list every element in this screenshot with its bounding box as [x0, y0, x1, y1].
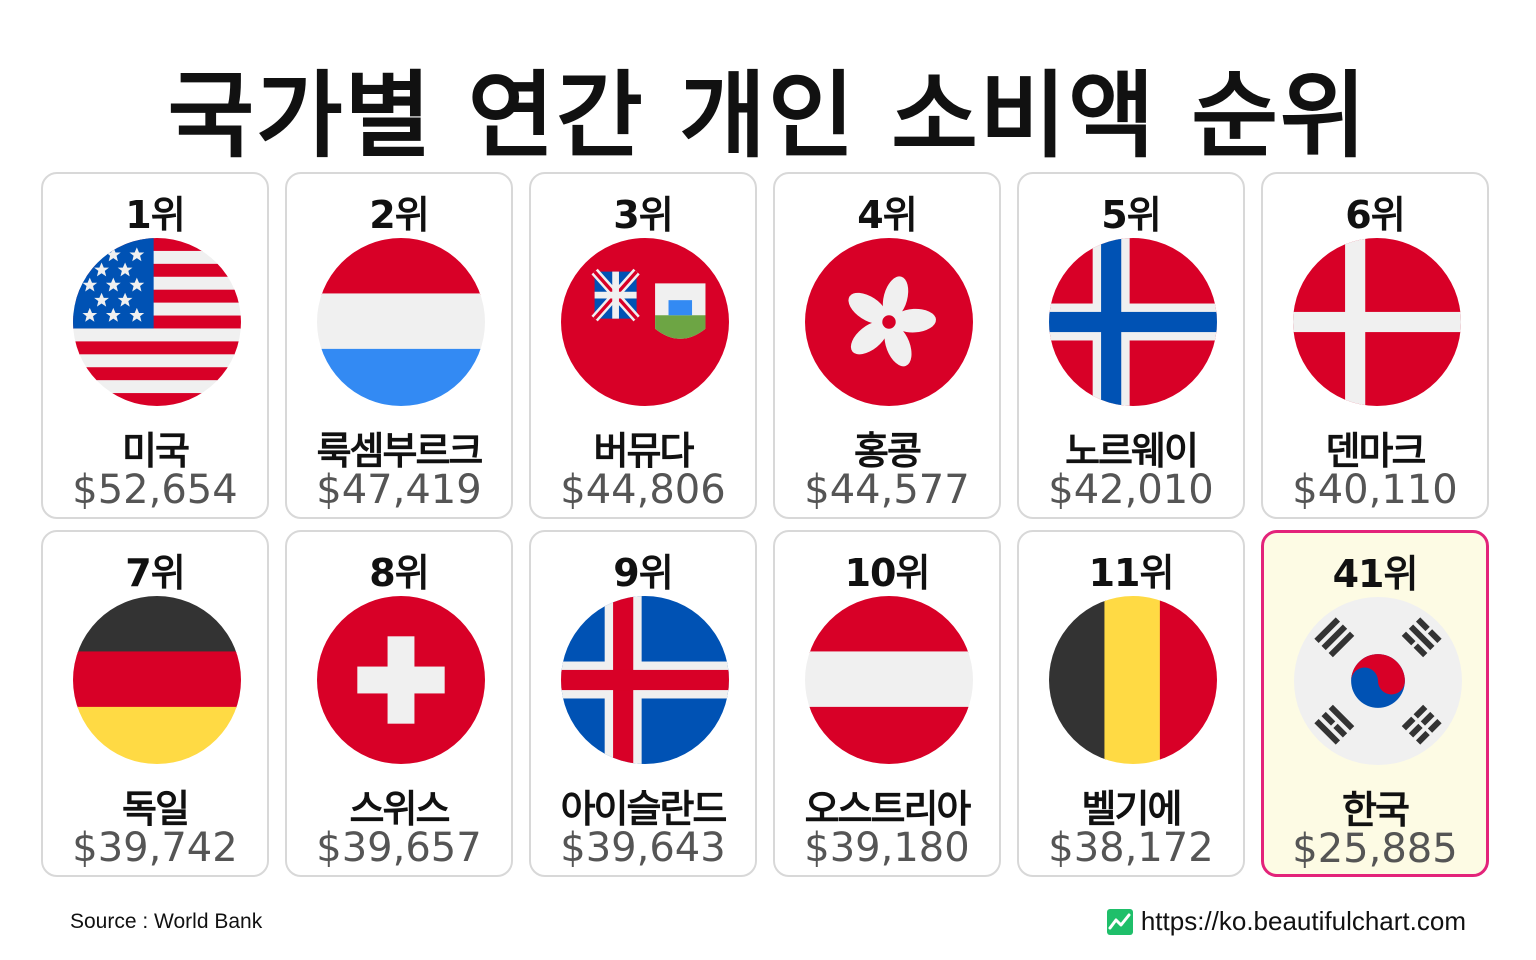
country-name: 룩셈부르크: [316, 429, 484, 473]
rank-label: 10위: [844, 551, 931, 595]
ranking-card: 7위 독일 $39,742: [41, 530, 269, 877]
austria-flag-icon: [805, 596, 973, 764]
country-name: 스위스: [349, 787, 451, 831]
ranking-card: 11위 벨기에 $38,172: [1017, 530, 1245, 877]
ranking-card: 10위 오스트리아 $39,180: [773, 530, 1001, 877]
hong-kong-flag-icon: [805, 238, 973, 406]
beautifulchart-logo-icon: [1106, 908, 1133, 935]
rank-label: 4위: [857, 193, 917, 237]
spending-value: $38,172: [1048, 825, 1214, 871]
country-name: 버뮤다: [593, 429, 695, 473]
country-name: 홍콩: [854, 429, 922, 473]
spending-value: $39,657: [316, 825, 482, 871]
rank-label: 7위: [125, 551, 185, 595]
ranking-card-highlighted: 41위 한국 $25,885: [1261, 530, 1489, 877]
denmark-flag-icon: [1293, 238, 1461, 406]
ranking-card: 3위 버뮤다 $44,806: [529, 172, 757, 519]
country-name: 독일: [122, 787, 190, 831]
chart-title: 국가별 연간 개인 소비액 순위: [167, 62, 1369, 171]
luxembourg-flag-icon: [317, 238, 485, 406]
rank-label: 9위: [613, 551, 673, 595]
rank-label: 41위: [1332, 552, 1419, 596]
rank-label: 11위: [1088, 551, 1175, 595]
spending-value: $40,110: [1292, 467, 1458, 513]
ranking-grid: 1위 미국 $52,654 2위 룩셈부르크 $47,419 3위 버뮤다 $44,806…: [41, 172, 1489, 877]
usa-flag-icon: [73, 238, 241, 406]
rank-label: 5위: [1101, 193, 1161, 237]
country-name: 미국: [122, 429, 190, 473]
rank-label: 1위: [125, 193, 185, 237]
spending-value: $44,577: [804, 467, 970, 513]
spending-value: $42,010: [1048, 467, 1214, 513]
ranking-card: 8위 스위스 $39,657: [285, 530, 513, 877]
ranking-card: 9위 아이슬란드 $39,643: [529, 530, 757, 877]
ranking-card: 6위 덴마크 $40,110: [1261, 172, 1489, 519]
bermuda-flag-icon: [561, 238, 729, 406]
spending-value: $39,643: [560, 825, 726, 871]
country-name: 벨기에: [1081, 787, 1183, 831]
switzerland-flag-icon: [317, 596, 485, 764]
source-note: Source : World Bank: [70, 910, 263, 933]
ranking-card: 1위 미국 $52,654: [41, 172, 269, 519]
spending-value: $44,806: [560, 467, 726, 513]
spending-value: $52,654: [72, 467, 238, 513]
ranking-card: 5위 노르웨이 $42,010: [1017, 172, 1245, 519]
belgium-flag-icon: [1049, 596, 1217, 764]
country-name: 아이슬란드: [560, 787, 728, 831]
rank-label: 2위: [369, 193, 429, 237]
spending-value: $39,742: [72, 825, 238, 871]
spending-value: $25,885: [1292, 826, 1458, 872]
country-name: 노르웨이: [1065, 429, 1199, 473]
country-name: 한국: [1342, 788, 1410, 832]
website-url: https://ko.beautifulchart.com: [1140, 906, 1466, 936]
country-name: 오스트리아: [804, 787, 972, 831]
rank-label: 8위: [369, 551, 429, 595]
ranking-card: 4위 홍콩 $44,577: [773, 172, 1001, 519]
rank-label: 6위: [1345, 193, 1405, 237]
germany-flag-icon: [73, 596, 241, 764]
ranking-card: 2위 룩셈부르크 $47,419: [285, 172, 513, 519]
rank-label: 3위: [613, 193, 673, 237]
norway-flag-icon: [1049, 238, 1217, 406]
website-link[interactable]: https://ko.beautifulchart.com: [1106, 906, 1466, 937]
spending-value: $39,180: [804, 825, 970, 871]
south-korea-flag-icon: [1294, 597, 1462, 765]
country-name: 덴마크: [1325, 429, 1427, 473]
iceland-flag-icon: [561, 596, 729, 764]
spending-value: $47,419: [316, 467, 482, 513]
